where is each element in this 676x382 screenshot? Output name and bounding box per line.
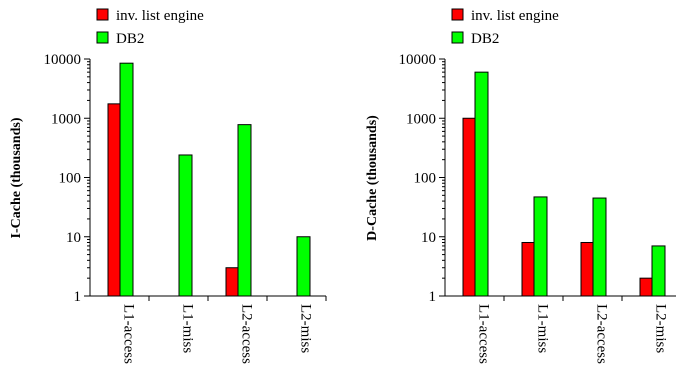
legend-label-db2: DB2 [471,31,499,47]
y-tick-label: 10 [66,230,81,246]
x-tick-label-l2-miss: L2-miss [298,304,314,353]
bars [462,71,666,297]
y-tick-label: 1000 [51,111,81,127]
y-axis-label: I-Cache (thousands) [9,117,24,238]
y-tick-label: 100 [414,171,437,187]
legend-label-inv-list-engine: inv. list engine [471,8,559,24]
x-tick-label-l1-miss: L1-miss [535,304,551,353]
x-tick-label-l1-access: L1-access [121,304,137,364]
x-tick-label-l1-access: L1-access [476,304,492,364]
y-axis: 1 10 100 1000 10000 [44,52,91,305]
y-tick-label: 1 [429,289,437,305]
bar-inv-list-engine-l1-miss [521,241,536,297]
x-tick-label-l2-miss: L2-miss [653,304,669,353]
bar-db2-l2-access [592,197,607,297]
bar-db2-l1-miss [178,154,193,297]
y-tick-label: 10000 [399,52,437,68]
legend: inv. list engine DB2 [451,8,559,47]
legend-swatch-db2 [451,31,464,44]
bar-db2-l2-access [237,124,252,297]
y-axis-label: D-Cache (thousands) [365,115,380,241]
bar-db2-l1-access [119,62,134,297]
y-tick-label: 1 [74,289,82,305]
x-axis: L1-access L1-miss L2-access L2-miss [90,295,327,364]
chart-icache: inv. list engine DB2 I-Cache (thousands)… [9,8,327,364]
bar-db2-l1-access [474,71,489,297]
x-tick-label-l1-miss: L1-miss [180,304,196,353]
x-tick-label-l2-access: L2-access [594,304,610,364]
bar-inv-list-engine-l2-access [580,241,595,297]
bars [107,62,311,297]
legend-swatch-inv-list-engine [96,8,109,21]
bar-inv-list-engine-l2-access [225,267,240,297]
legend: inv. list engine DB2 [96,8,204,47]
legend-label-inv-list-engine: inv. list engine [116,8,204,24]
bar-db2-l2-miss [296,236,311,297]
x-axis: L1-access L1-miss L2-access L2-miss [445,295,676,364]
y-tick-label: 10 [421,230,436,246]
legend-label-db2: DB2 [116,31,144,47]
legend-swatch-db2 [96,31,109,44]
x-tick-label-l2-access: L2-access [239,304,255,364]
y-tick-label: 1000 [406,111,436,127]
bar-inv-list-engine-l1-access [462,117,477,297]
y-tick-label: 100 [59,171,82,187]
bar-inv-list-engine-l1-access [107,103,122,297]
legend-swatch-inv-list-engine [451,8,464,21]
bar-inv-list-engine-l2-miss [639,277,654,297]
y-tick-label: 10000 [44,52,82,68]
y-axis: 1 10 100 1000 10000 [399,52,446,305]
chart-dcache: inv. list engine DB2 D-Cache (thousands)… [365,8,676,364]
bar-db2-l2-miss [651,245,666,297]
bar-db2-l1-miss [533,196,548,297]
